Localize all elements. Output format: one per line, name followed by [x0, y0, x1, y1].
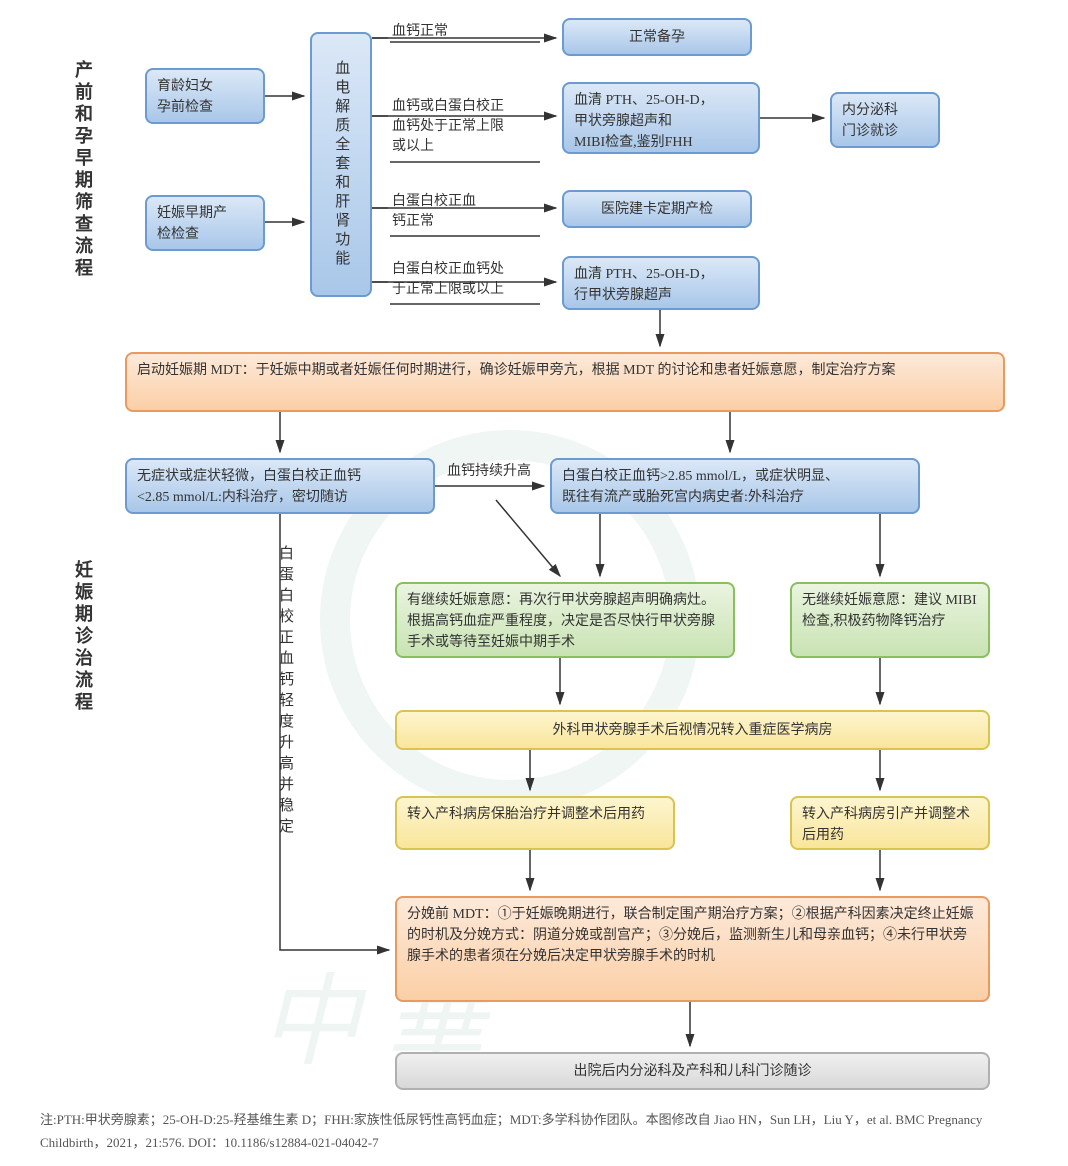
t: 分娩前 MDT：①于妊娠晚期进行，联合制定围产期治疗方案；②根据产科因素决定终止…	[407, 907, 974, 964]
footnote: 注:PTH:甲状旁腺素；25-OH-D:25-羟基维生素 D；FHH:家族性低尿…	[40, 1108, 1040, 1155]
t: 血电解质全套和肝肾功能	[330, 60, 353, 269]
node-obstetric-preserve: 转入产科病房保胎治疗并调整术后用药	[395, 796, 675, 850]
t: 正常备孕	[629, 27, 685, 48]
node-hospital-card: 医院建卡定期产检	[562, 190, 752, 228]
t: 血清 PTH、25-OH-D， 甲状旁腺超声和 MIBI检查,鉴别FHH	[574, 93, 714, 150]
node-followup: 出院后内分泌科及产科和儿科门诊随诊	[395, 1052, 990, 1090]
t: 育龄妇女 孕前检查	[157, 79, 213, 115]
node-stop-pregnancy: 无继续妊娠意愿：建议 MIBI 检查,积极药物降钙治疗	[790, 582, 990, 658]
cond-ca-albumin-high: 血钙或白蛋白校正 血钙处于正常上限 或以上	[392, 95, 504, 155]
t: 外科甲状旁腺手术后视情况转入重症医学病房	[553, 720, 833, 741]
node-electrolyte: 血电解质全套和肝肾功能	[310, 32, 372, 297]
t: 医院建卡定期产检	[601, 199, 713, 220]
cond-albumin-normal: 白蛋白校正血 钙正常	[392, 190, 476, 230]
node-mdt-delivery: 分娩前 MDT：①于妊娠晚期进行，联合制定围产期治疗方案；②根据产科因素决定终止…	[395, 896, 990, 1002]
node-preconception: 育龄妇女 孕前检查	[145, 68, 265, 124]
node-surgical-treat: 白蛋白校正血钙>2.85 mmol/L，或症状明显、 既往有流产或胎死宫内病史者…	[550, 458, 920, 514]
t: 启动妊娠期 MDT：于妊娠中期或者妊娠任何时期进行，确诊妊娠甲旁亢，根据 MDT…	[137, 363, 895, 378]
t: 出院后内分泌科及产科和儿科门诊随诊	[574, 1061, 812, 1082]
t: 血清 PTH、25-OH-D， 行甲状旁腺超声	[574, 267, 714, 303]
label-ca-rising: 血钙持续升高	[447, 460, 531, 480]
section-label-2: 妊娠期诊治流程	[70, 560, 96, 714]
node-mdt-start: 启动妊娠期 MDT：于妊娠中期或者妊娠任何时期进行，确诊妊娠甲旁亢，根据 MDT…	[125, 352, 1005, 412]
cond-albumin-high: 白蛋白校正血钙处 于正常上限或以上	[392, 258, 504, 298]
section-label-1: 产前和孕早期筛查流程	[70, 60, 96, 280]
node-early-pregnancy: 妊娠早期产 检检查	[145, 195, 265, 251]
t: 白蛋白校正血钙>2.85 mmol/L，或症状明显、 既往有流产或胎死宫内病史者…	[562, 469, 839, 505]
node-medical-treat: 无症状或症状轻微，白蛋白校正血钙 <2.85 mmol/L:内科治疗，密切随访	[125, 458, 435, 514]
t: 转入产科病房引产并调整术后用药	[802, 807, 970, 843]
node-continue-pregnancy: 有继续妊娠意愿：再次行甲状旁腺超声明确病灶。根据高钙血症严重程度，决定是否尽快行…	[395, 582, 735, 658]
node-obstetric-induce: 转入产科病房引产并调整术后用药	[790, 796, 990, 850]
node-endocrine-clinic: 内分泌科 门诊就诊	[830, 92, 940, 148]
t: 内分泌科 门诊就诊	[842, 103, 898, 139]
node-pth-ultrasound: 血清 PTH、25-OH-D， 行甲状旁腺超声	[562, 256, 760, 310]
node-normal-prep: 正常备孕	[562, 18, 752, 56]
cond-ca-normal: 血钙正常	[392, 20, 448, 40]
t: 无症状或症状轻微，白蛋白校正血钙 <2.85 mmol/L:内科治疗，密切随访	[137, 469, 361, 505]
t: 转入产科病房保胎治疗并调整术后用药	[407, 807, 645, 822]
side-stable: 白蛋白校正血钙轻度升高并稳定	[275, 545, 296, 839]
t: 有继续妊娠意愿：再次行甲状旁腺超声明确病灶。根据高钙血症严重程度，决定是否尽快行…	[407, 593, 715, 650]
t: 无继续妊娠意愿：建议 MIBI 检查,积极药物降钙治疗	[802, 593, 977, 629]
t: 妊娠早期产 检检查	[157, 206, 227, 242]
node-pth-test: 血清 PTH、25-OH-D， 甲状旁腺超声和 MIBI检查,鉴别FHH	[562, 82, 760, 154]
node-icu: 外科甲状旁腺手术后视情况转入重症医学病房	[395, 710, 990, 750]
